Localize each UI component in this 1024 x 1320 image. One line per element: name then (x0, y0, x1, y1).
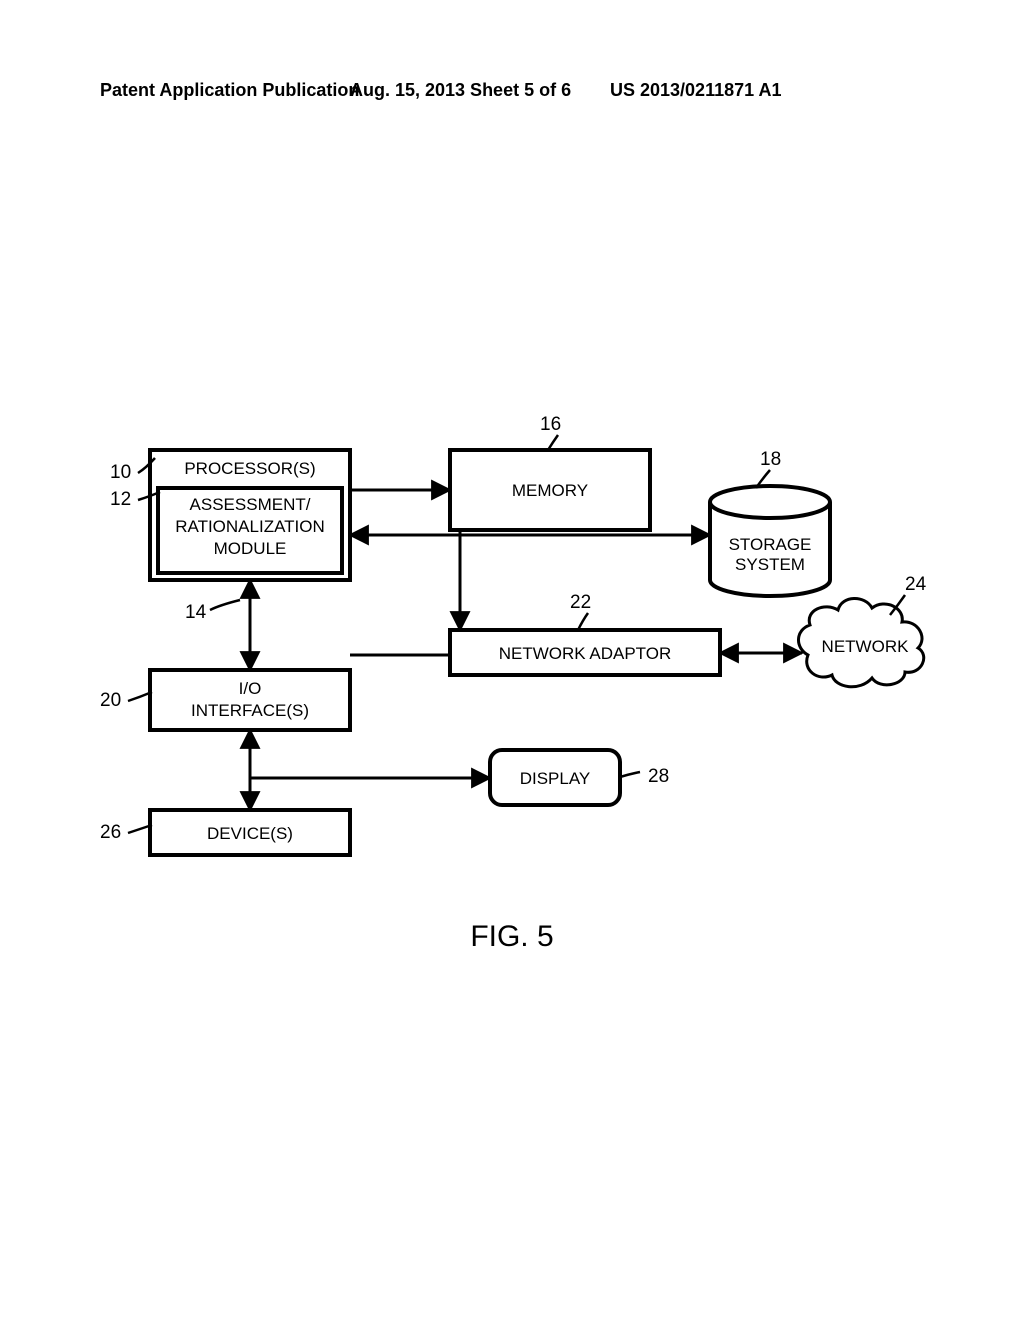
ref-16: 16 (540, 414, 561, 450)
svg-text:22: 22 (570, 592, 591, 613)
header-docnum: US 2013/0211871 A1 (610, 80, 781, 101)
ref-18: 18 (756, 449, 781, 488)
storage-label-2: SYSTEM (735, 555, 805, 574)
ref-20: 20 (100, 690, 152, 711)
svg-text:26: 26 (100, 822, 121, 843)
network-adaptor-label: NETWORK ADAPTOR (499, 644, 672, 663)
io-label-2: INTERFACE(S) (191, 701, 309, 720)
ref-22: 22 (570, 592, 591, 630)
module-label-2: RATIONALIZATION (175, 517, 325, 536)
network-label: NETWORK (822, 637, 910, 656)
header-date-sheet: Aug. 15, 2013 Sheet 5 of 6 (350, 80, 571, 101)
ref-28: 28 (620, 766, 669, 787)
ref-24: 24 (890, 574, 927, 615)
svg-text:14: 14 (185, 602, 207, 623)
memory-label: MEMORY (512, 481, 588, 500)
figure-caption: FIG. 5 (0, 920, 1024, 954)
devices-label: DEVICE(S) (207, 824, 293, 843)
module-label-1: ASSESSMENT/ (190, 495, 311, 514)
processor-label: PROCESSOR(S) (184, 459, 315, 478)
module-label-3: MODULE (214, 539, 287, 558)
svg-text:10: 10 (110, 462, 131, 483)
svg-text:24: 24 (905, 574, 927, 595)
svg-text:16: 16 (540, 414, 561, 435)
ref-12: 12 (110, 489, 160, 510)
header-publication: Patent Application Publication (100, 80, 359, 101)
svg-text:20: 20 (100, 690, 121, 711)
ref-26: 26 (100, 822, 152, 843)
storage-label-1: STORAGE (729, 535, 812, 554)
display-label: DISPLAY (520, 769, 591, 788)
io-label-1: I/O (239, 679, 262, 698)
svg-text:18: 18 (760, 449, 781, 470)
ref-14: 14 (185, 600, 240, 623)
svg-text:28: 28 (648, 766, 669, 787)
svg-text:12: 12 (110, 489, 131, 510)
system-diagram: PROCESSOR(S) ASSESSMENT/ RATIONALIZATION… (80, 430, 940, 950)
